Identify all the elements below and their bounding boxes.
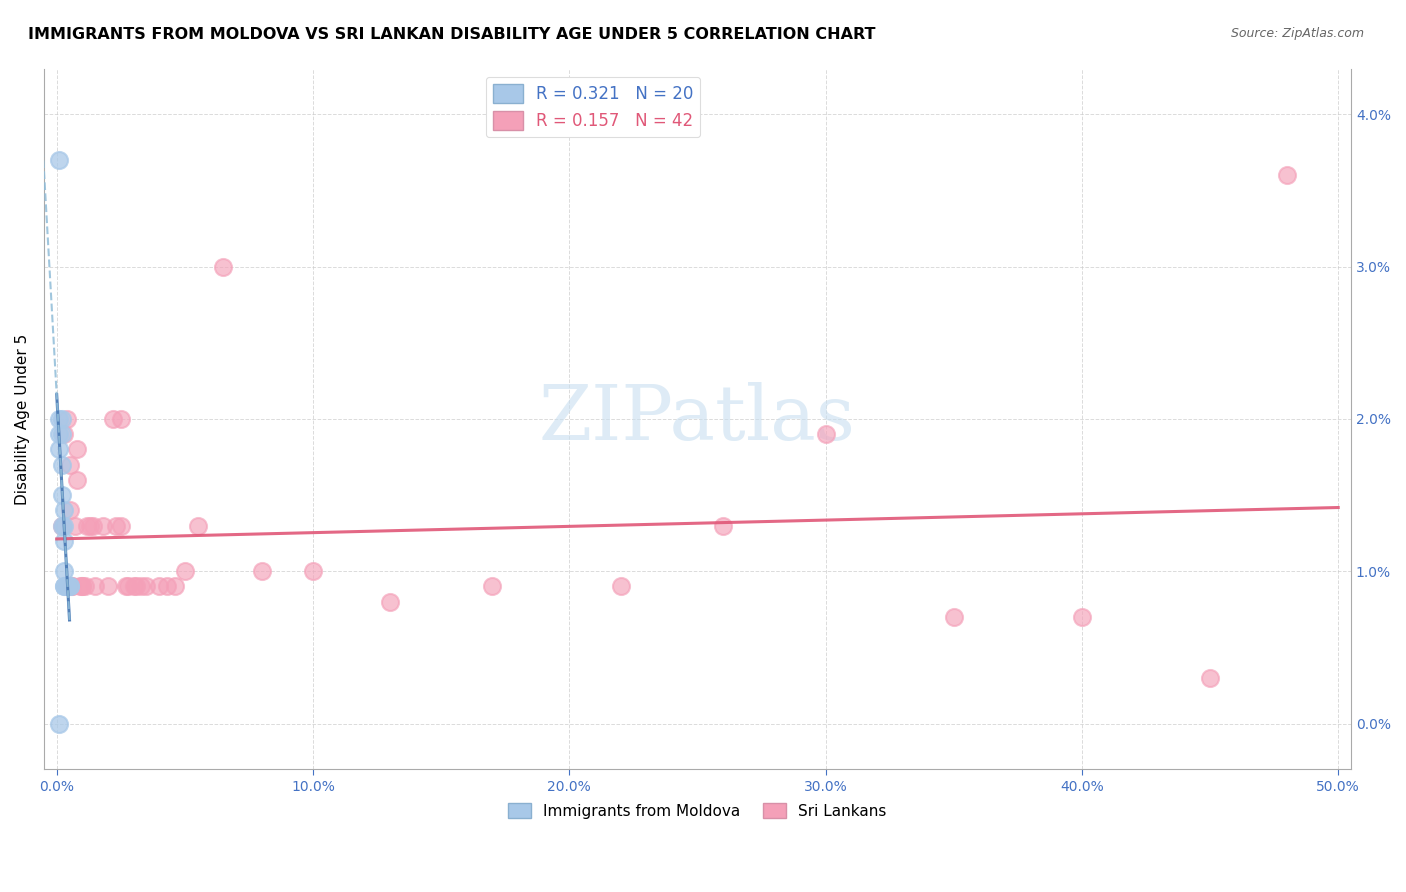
Point <box>66 473 89 487</box>
Point <box>117 580 139 594</box>
Point <box>56 412 79 426</box>
Point <box>1070 610 1092 624</box>
Point <box>51 427 73 442</box>
Point <box>82 518 104 533</box>
Point <box>104 518 127 533</box>
Point <box>115 580 138 594</box>
Point <box>91 518 114 533</box>
Point <box>122 580 145 594</box>
Point <box>63 518 86 533</box>
Point <box>48 716 70 731</box>
Point <box>60 580 83 594</box>
Point <box>58 580 80 594</box>
Point <box>60 580 83 594</box>
Point <box>1199 671 1222 685</box>
Legend: Immigrants from Moldova, Sri Lankans: Immigrants from Moldova, Sri Lankans <box>502 797 893 825</box>
Point <box>51 458 73 472</box>
Point <box>53 427 76 442</box>
Point <box>48 153 70 167</box>
Point <box>76 518 98 533</box>
Point <box>48 442 70 457</box>
Point <box>148 580 170 594</box>
Point <box>711 518 734 533</box>
Point <box>101 412 124 426</box>
Point <box>48 427 70 442</box>
Point <box>156 580 179 594</box>
Point <box>66 442 89 457</box>
Text: IMMIGRANTS FROM MOLDOVA VS SRI LANKAN DISABILITY AGE UNDER 5 CORRELATION CHART: IMMIGRANTS FROM MOLDOVA VS SRI LANKAN DI… <box>28 27 876 42</box>
Point <box>110 518 132 533</box>
Point <box>302 564 325 578</box>
Text: ZIPatlas: ZIPatlas <box>538 382 856 456</box>
Point <box>48 412 70 426</box>
Point <box>51 412 73 426</box>
Point <box>814 427 837 442</box>
Point <box>72 580 94 594</box>
Point <box>942 610 965 624</box>
Point <box>58 458 80 472</box>
Point <box>58 580 80 594</box>
Point <box>53 580 76 594</box>
Point <box>79 518 101 533</box>
Point <box>135 580 157 594</box>
Point <box>163 580 186 594</box>
Point <box>53 503 76 517</box>
Point <box>51 518 73 533</box>
Point <box>84 580 107 594</box>
Point <box>73 580 96 594</box>
Point <box>1275 168 1298 182</box>
Point <box>212 260 235 274</box>
Point <box>378 595 401 609</box>
Point <box>53 518 76 533</box>
Point <box>56 580 79 594</box>
Point <box>53 580 76 594</box>
Text: Source: ZipAtlas.com: Source: ZipAtlas.com <box>1230 27 1364 40</box>
Point <box>56 580 79 594</box>
Point <box>97 580 120 594</box>
Point <box>69 580 91 594</box>
Point <box>53 533 76 548</box>
Y-axis label: Disability Age Under 5: Disability Age Under 5 <box>15 334 30 505</box>
Point <box>609 580 631 594</box>
Point <box>110 412 132 426</box>
Point <box>51 518 73 533</box>
Point <box>53 564 76 578</box>
Point <box>481 580 503 594</box>
Point <box>51 488 73 502</box>
Point <box>173 564 195 578</box>
Point <box>187 518 209 533</box>
Point <box>72 580 94 594</box>
Point <box>58 503 80 517</box>
Point <box>250 564 273 578</box>
Point <box>125 580 148 594</box>
Point <box>129 580 152 594</box>
